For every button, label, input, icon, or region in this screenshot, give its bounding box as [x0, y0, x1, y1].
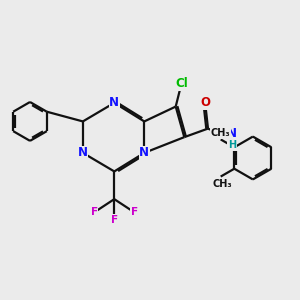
Text: N: N [109, 96, 119, 110]
Text: CH₃: CH₃ [211, 128, 230, 138]
Text: F: F [111, 215, 118, 225]
Text: N: N [78, 146, 88, 159]
Text: H: H [228, 140, 236, 150]
Text: F: F [91, 207, 98, 217]
Text: F: F [131, 207, 138, 217]
Text: N: N [139, 146, 149, 159]
Text: CH₃: CH₃ [212, 179, 232, 189]
Text: O: O [200, 96, 210, 110]
Text: Cl: Cl [175, 77, 188, 90]
Text: N: N [227, 127, 237, 140]
